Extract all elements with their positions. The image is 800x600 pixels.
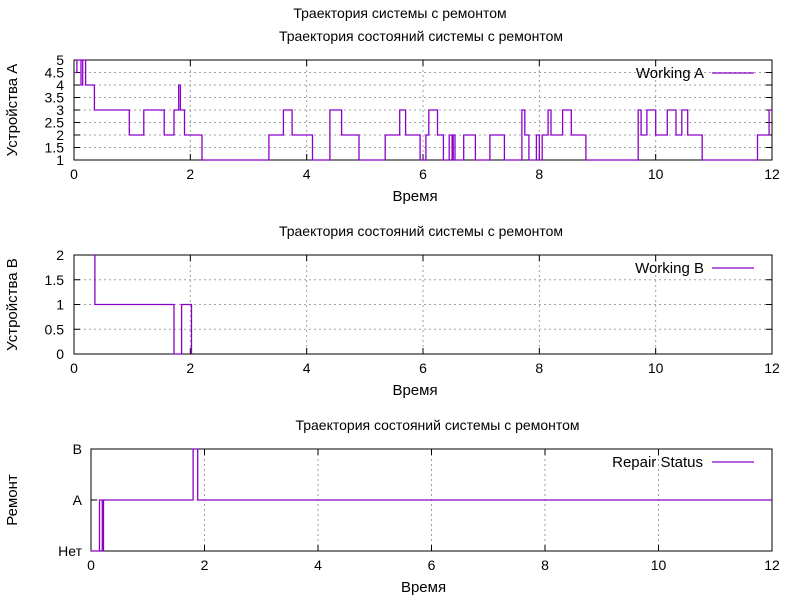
series-line-1 xyxy=(74,59,772,161)
y-tick-label: 2 xyxy=(56,127,64,143)
series-line-2 xyxy=(94,254,193,355)
x-tick-label: 2 xyxy=(186,166,194,182)
y-tick-label: B xyxy=(73,441,82,457)
chart-panel-3: 0 2 4 6 8 10 12 Нет A B Траектория состояний систе… xyxy=(4,417,780,596)
chart-title: Траектория состояний системы с ремонтом xyxy=(279,223,563,239)
y-tick-label: Нет xyxy=(58,543,82,559)
legend-2: Working B xyxy=(635,260,754,277)
legend-label: Working B xyxy=(635,260,704,277)
legend-label: Repair Status xyxy=(612,454,703,471)
y-axis-label: Устройства А xyxy=(4,64,21,157)
y-axis-label: Ремонт xyxy=(4,474,21,526)
y-tick-label: 2.5 xyxy=(45,115,65,131)
x-tick-label: 8 xyxy=(541,557,549,573)
y-tick-label: 4 xyxy=(56,77,64,93)
x-tick-label: 6 xyxy=(419,360,427,376)
x-tick-label: 4 xyxy=(314,557,322,573)
x-tick-label: 4 xyxy=(303,166,311,182)
x-tick-label: 6 xyxy=(428,557,436,573)
x-tick-label: 10 xyxy=(648,166,664,182)
x-tick-label: 12 xyxy=(764,166,780,182)
x-tick-label: 0 xyxy=(70,360,78,376)
x-tick-label: 8 xyxy=(535,360,543,376)
figure-title: Траектория системы с ремонтом xyxy=(293,5,506,21)
x-axis-label: Время xyxy=(392,188,437,205)
legend-3: Repair Status xyxy=(612,454,754,471)
x-tick-label: 12 xyxy=(764,557,780,573)
x-axis-label: Время xyxy=(401,579,446,596)
y-tick-label: A xyxy=(73,492,83,508)
chart-panel-2: 0 2 4 6 8 10 12 0 0.5 1 1.5 2 Траектория состояний с… xyxy=(4,223,780,399)
x-axis-label: Время xyxy=(392,382,437,399)
y-tick-label: 1 xyxy=(56,152,64,168)
x-tick-label: 0 xyxy=(87,557,95,573)
x-tick-label: 4 xyxy=(303,360,311,376)
y-tick-label: 1.5 xyxy=(45,272,65,288)
y-tick-label: 2 xyxy=(56,247,64,263)
y-tick-label: 0.5 xyxy=(45,321,65,337)
x-tick-label: 6 xyxy=(419,166,427,182)
x-tick-label: 8 xyxy=(535,166,543,182)
series-line-3 xyxy=(91,448,772,552)
y-tick-label: 5 xyxy=(56,52,64,68)
legend-label: Working A xyxy=(636,65,704,82)
x-tick-label: 12 xyxy=(764,360,780,376)
y-tick-label: 4.5 xyxy=(45,65,65,81)
x-tick-label: 0 xyxy=(70,166,78,182)
legend-1: Working A xyxy=(636,65,754,82)
y-tick-label: 1.5 xyxy=(45,140,65,156)
x-tick-label: 2 xyxy=(201,557,209,573)
chart-title: Траектория состояний системы с ремонтом xyxy=(295,417,579,433)
y-axis-label: Устройства B xyxy=(4,258,21,351)
x-tick-label: 2 xyxy=(186,360,194,376)
x-tick-label: 10 xyxy=(651,557,667,573)
chart-title: Траектория состояний системы с ремонтом xyxy=(279,28,563,44)
y-tick-label: 0 xyxy=(56,346,64,362)
x-tick-label: 10 xyxy=(648,360,664,376)
y-tick-label: 3.5 xyxy=(45,90,65,106)
y-tick-label: 3 xyxy=(56,102,64,118)
y-tick-label: 1 xyxy=(56,297,64,313)
